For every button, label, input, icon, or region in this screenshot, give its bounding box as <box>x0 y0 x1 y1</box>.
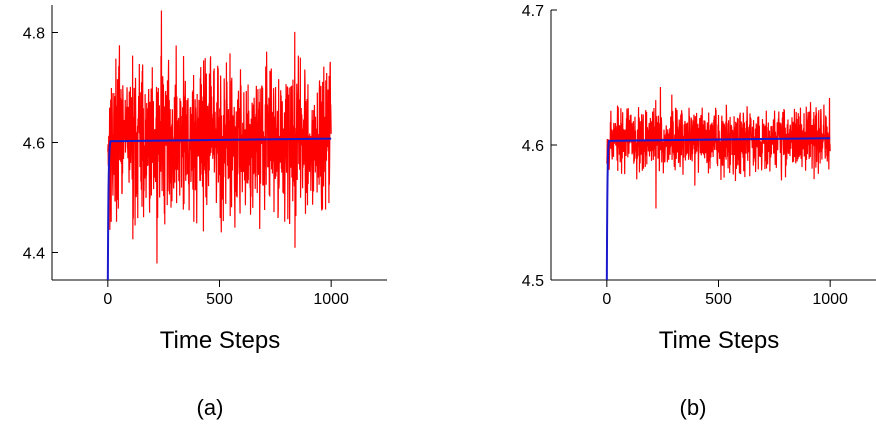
ticks-layer: 0 500 1000 4.5 4.6 4.7 <box>522 3 848 308</box>
series-layer <box>106 10 332 281</box>
y-tick-label: 4.8 <box>23 26 45 43</box>
x-tick-label: 1000 <box>812 291 848 308</box>
x-tick-label: 500 <box>705 291 732 308</box>
series-fluctuation-line <box>107 10 332 264</box>
panel-label: (a) <box>197 395 224 420</box>
series-layer <box>605 86 831 281</box>
series-average-line <box>106 137 332 281</box>
x-axis-title: Time Steps <box>659 327 779 354</box>
x-tick-label: 0 <box>602 291 611 308</box>
chart-panel-a: 0 500 1000 4.4 4.6 4.8 Time Steps (a) <box>23 5 387 420</box>
y-tick-label: 4.5 <box>522 273 544 290</box>
x-tick-label: 0 <box>103 291 112 308</box>
y-tick-label: 4.7 <box>522 3 544 20</box>
series-average-line <box>605 137 831 281</box>
x-tick-label: 500 <box>206 291 233 308</box>
chart-panel-b: 0 500 1000 4.5 4.6 4.7 Time Steps (b) <box>522 3 876 420</box>
series-fluctuation-line <box>606 86 831 209</box>
y-tick-label: 4.6 <box>522 138 544 155</box>
y-tick-label: 4.4 <box>23 246 45 263</box>
ticks-layer: 0 500 1000 4.4 4.6 4.8 <box>23 26 349 309</box>
panel-label: (b) <box>680 395 707 420</box>
x-axis-title: Time Steps <box>160 327 280 354</box>
y-tick-label: 4.6 <box>23 136 45 153</box>
x-tick-label: 1000 <box>313 291 349 308</box>
